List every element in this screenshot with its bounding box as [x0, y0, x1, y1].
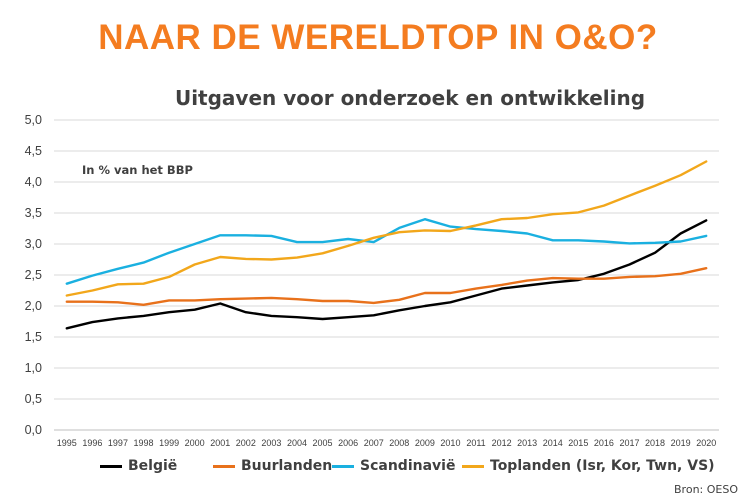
x-tick-label: 2020 — [696, 438, 716, 448]
x-tick-label: 2002 — [236, 438, 256, 448]
legend-swatch — [332, 464, 354, 468]
x-tick-label: 1995 — [57, 438, 77, 448]
y-tick-label: 2,0 — [25, 299, 42, 313]
x-tick-label: 2009 — [415, 438, 435, 448]
x-tick-label: 2019 — [671, 438, 691, 448]
y-tick-label: 5,0 — [25, 113, 42, 127]
x-tick-label: 1999 — [159, 438, 179, 448]
x-tick-label: 2017 — [619, 438, 639, 448]
x-tick-label: 1997 — [108, 438, 128, 448]
legend-swatch — [100, 464, 122, 468]
series-line — [65, 267, 708, 306]
series-line — [65, 217, 708, 285]
x-tick-label: 2014 — [543, 438, 563, 448]
x-tick-label: 1996 — [82, 438, 102, 448]
legend-label: Toplanden (Isr, Kor, Twn, VS) — [490, 458, 715, 474]
x-tick-label: 2001 — [210, 438, 230, 448]
x-tick-label: 2005 — [313, 438, 333, 448]
y-tick-label: 1,0 — [25, 361, 42, 375]
x-tick-label: 2006 — [338, 438, 358, 448]
legend-label: Buurlanden — [241, 458, 333, 474]
legend-label: België — [128, 458, 178, 474]
legend: België Buurlanden Scandinavië Toplanden (Is… — [0, 458, 756, 482]
x-tick-label: 2013 — [517, 438, 537, 448]
x-tick-label: 2000 — [185, 438, 205, 448]
x-tick-label: 2007 — [364, 438, 384, 448]
x-tick-label: 2010 — [440, 438, 460, 448]
chart-title: Uitgaven voor onderzoek en ontwikkeling — [174, 86, 646, 110]
y-tick-label: 0,0 — [25, 423, 42, 437]
legend-label: Scandinavië — [360, 458, 456, 474]
y-tick-label: 2,5 — [25, 268, 42, 282]
legend-item: Toplanden (Isr, Kor, Twn, VS) — [462, 458, 715, 474]
y-tick-label: 1,5 — [25, 330, 42, 344]
x-tick-label: 2015 — [568, 438, 588, 448]
units-note: In % van het BBP — [82, 163, 193, 177]
x-tick-label: 2018 — [645, 438, 665, 448]
x-tick-label: 2016 — [594, 438, 614, 448]
x-tick-label: 1998 — [134, 438, 154, 448]
series-line — [65, 160, 708, 297]
x-tick-label: 2008 — [389, 438, 409, 448]
legend-item: België — [100, 458, 177, 474]
y-tick-label: 3,0 — [25, 237, 42, 251]
legend-item: Scandinavië — [332, 458, 455, 474]
x-tick-label: 2003 — [261, 438, 281, 448]
x-tick-label: 2011 — [466, 438, 485, 448]
y-tick-label: 3,5 — [25, 206, 42, 220]
y-tick-label: 0,5 — [25, 392, 42, 406]
legend-item: Buurlanden — [213, 458, 332, 474]
source-note: Bron: OESO — [674, 483, 738, 496]
x-tick-label: 2004 — [287, 438, 307, 448]
y-tick-label: 4,5 — [25, 144, 42, 158]
x-tick-label: 2012 — [492, 438, 512, 448]
y-tick-label: 4,0 — [25, 175, 42, 189]
legend-swatch — [213, 464, 235, 468]
legend-swatch — [462, 464, 484, 468]
series-line — [65, 219, 708, 330]
headline: NAAR DE WERELDTOP IN O&O? — [98, 18, 658, 57]
